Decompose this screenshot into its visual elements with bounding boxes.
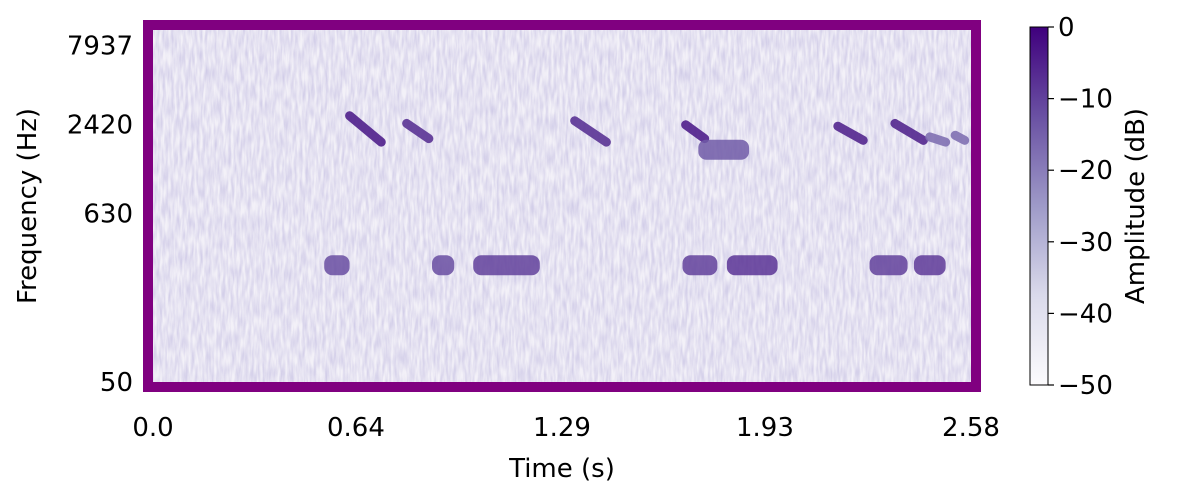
colorbar xyxy=(1029,26,1049,386)
chirp-segment xyxy=(681,120,710,144)
tone-segment xyxy=(869,255,908,276)
colorbar-label: Amplitude (dB) xyxy=(1121,108,1151,304)
y-tick-label: 630 xyxy=(83,200,133,230)
chirp-segment xyxy=(833,121,868,145)
colorbar-ticks: 0 −10 −20 −30 −40 −50 xyxy=(1048,13,1113,401)
x-tick-label: 1.29 xyxy=(533,413,591,443)
tone-segment xyxy=(324,255,350,276)
chirp-segment xyxy=(345,111,386,147)
chirp-segment xyxy=(570,116,611,147)
tone-segment xyxy=(913,255,946,276)
spectrogram-events xyxy=(324,111,970,276)
colorbar-tick-label: −10 xyxy=(1058,85,1113,115)
chirp-segment xyxy=(402,118,434,144)
chirp-segment xyxy=(950,130,970,145)
y-tick-label: 50 xyxy=(100,368,133,398)
x-axis-label: Time (s) xyxy=(508,454,615,484)
x-axis: 0.0 0.64 1.29 1.93 2.58 xyxy=(132,413,1000,443)
tone-segment xyxy=(682,255,718,276)
spectrogram-image xyxy=(153,30,971,382)
y-axis: 50 630 2420 7937 xyxy=(67,31,133,398)
x-tick-label: 1.93 xyxy=(736,413,794,443)
colorbar-tick-label: −30 xyxy=(1058,228,1113,258)
colorbar-tick-label: −50 xyxy=(1058,371,1113,401)
chirp-segment xyxy=(890,118,928,145)
y-tick-label: 2420 xyxy=(67,110,133,140)
x-tick-label: 0.64 xyxy=(327,413,385,443)
colorbar-tick-label: −20 xyxy=(1058,156,1113,186)
chirp-segment xyxy=(925,132,951,147)
colorbar-tick-label: −40 xyxy=(1058,299,1113,329)
y-tick-label: 7937 xyxy=(67,31,133,61)
tone-segment xyxy=(432,255,455,276)
y-axis-label: Frequency (Hz) xyxy=(13,108,43,304)
x-tick-label: 0.0 xyxy=(132,413,173,443)
tone-segment xyxy=(698,139,750,160)
tone-segment xyxy=(473,255,540,276)
plot-frame xyxy=(143,20,981,392)
tone-segment xyxy=(726,255,778,276)
x-tick-label: 2.58 xyxy=(942,413,1000,443)
colorbar-tick-label: 0 xyxy=(1058,13,1075,43)
